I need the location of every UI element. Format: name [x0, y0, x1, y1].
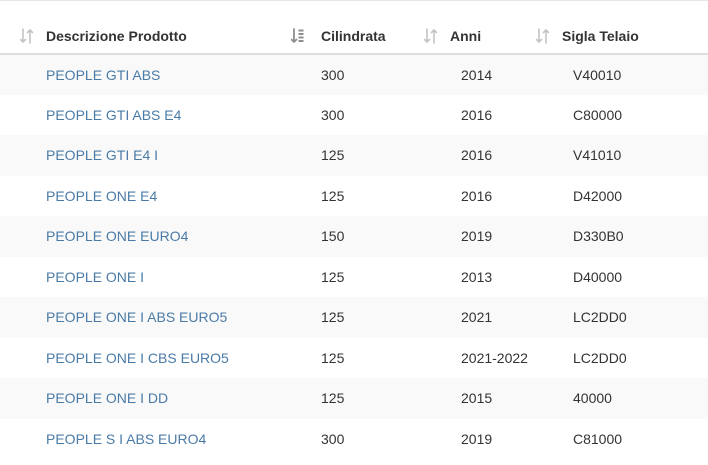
cell-frame-code: C80000: [573, 106, 623, 123]
cell-displacement: 125: [321, 309, 345, 326]
cell-displacement: 300: [321, 106, 345, 123]
top-divider: [0, 0, 708, 3]
cell-years: 2016: [461, 187, 493, 204]
cell-frame-code: V40010: [573, 66, 622, 83]
cell-frame-code: D42000: [573, 187, 623, 204]
cell-description: PEOPLE ONE EURO4: [0, 216, 305, 257]
table-header: Descrizione Prodotto Cilindrata: [0, 18, 708, 55]
column-header-displacement[interactable]: Cilindrata: [291, 18, 450, 55]
cell-displacement: 125: [321, 147, 345, 164]
column-label-frame-code: Sigla Telaio: [562, 27, 639, 44]
product-link[interactable]: PEOPLE ONE I ABS EURO5: [46, 309, 228, 326]
cell-description: PEOPLE GTI E4 I: [0, 135, 305, 176]
cell-years: 2013: [461, 268, 493, 285]
cell-years: 2019: [461, 430, 493, 447]
cell-frame-code: C81000: [573, 430, 623, 447]
sort-numeric-desc-icon[interactable]: [291, 27, 305, 44]
table-row: PEOPLE ONE I 125 2013 D40000: [0, 256, 708, 298]
column-label-description: Descrizione Prodotto: [46, 27, 187, 44]
cell-frame-code: LC2DD0: [573, 349, 627, 366]
cell-displacement: 300: [321, 430, 345, 447]
column-label-years: Anni: [450, 27, 482, 44]
product-link[interactable]: PEOPLE ONE EURO4: [46, 228, 189, 245]
column-header-years[interactable]: Anni: [424, 18, 562, 55]
table-row: PEOPLE S I ABS EURO4 300 2019 C81000: [0, 418, 708, 460]
cell-years: 2015: [461, 390, 493, 407]
product-link[interactable]: PEOPLE S I ABS EURO4: [46, 430, 207, 447]
table-row: PEOPLE ONE EURO4 150 2019 D330B0: [0, 216, 708, 257]
product-link[interactable]: PEOPLE ONE I: [46, 268, 145, 285]
product-link[interactable]: PEOPLE ONE I DD: [46, 390, 169, 407]
sort-arrows-icon[interactable]: [20, 27, 34, 44]
table-row: PEOPLE GTI ABS E4 300 2016 C80000: [0, 94, 708, 136]
sort-arrows-icon[interactable]: [424, 27, 438, 44]
table-row: PEOPLE ONE E4 125 2016 D42000: [0, 175, 708, 217]
cell-description: PEOPLE ONE I CBS EURO5: [0, 338, 305, 379]
cell-frame-code: D40000: [573, 268, 623, 285]
cell-displacement: 125: [321, 187, 345, 204]
sort-arrows-icon[interactable]: [536, 27, 550, 44]
cell-displacement: 125: [321, 349, 345, 366]
product-table: Descrizione Prodotto Cilindrata: [0, 18, 708, 459]
product-link[interactable]: PEOPLE ONE E4: [46, 187, 158, 204]
product-link[interactable]: PEOPLE ONE I CBS EURO5: [46, 349, 229, 366]
cell-description: PEOPLE GTI ABS E4: [0, 95, 305, 136]
column-header-description[interactable]: Descrizione Prodotto: [0, 18, 305, 55]
header-row: Descrizione Prodotto Cilindrata: [0, 18, 708, 55]
cell-frame-code: LC2DD0: [573, 309, 627, 326]
cell-description: PEOPLE ONE E4: [0, 176, 305, 217]
product-link[interactable]: PEOPLE GTI ABS E4: [46, 106, 182, 123]
table-body: PEOPLE GTI ABS 300 2014 V40010 PEOPLE GT…: [0, 54, 708, 459]
cell-years: 2019: [461, 228, 493, 245]
cell-frame-code: V41010: [573, 147, 622, 164]
cell-years: 2016: [461, 147, 493, 164]
cell-description: PEOPLE ONE I DD: [0, 378, 305, 419]
table-row: PEOPLE GTI ABS 300 2014 V40010: [0, 54, 708, 95]
cell-years: 2014: [461, 66, 493, 83]
cell-displacement: 300: [321, 66, 345, 83]
cell-description: PEOPLE GTI ABS: [0, 54, 305, 95]
cell-years: 2021: [461, 309, 493, 326]
product-link[interactable]: PEOPLE GTI ABS: [46, 66, 161, 83]
cell-description: PEOPLE S I ABS EURO4: [0, 419, 305, 460]
cell-years: 2016: [461, 106, 493, 123]
column-header-frame-code[interactable]: Sigla Telaio: [536, 18, 708, 55]
column-label-displacement: Cilindrata: [321, 27, 386, 44]
cell-description: PEOPLE ONE I ABS EURO5: [0, 297, 305, 338]
table-row: PEOPLE ONE I DD 125 2015 40000: [0, 378, 708, 419]
table-row: PEOPLE ONE I ABS EURO5 125 2021 LC2DD0: [0, 297, 708, 338]
cell-frame-code: D330B0: [573, 228, 624, 245]
cell-years: 2021-2022: [461, 349, 528, 366]
cell-displacement: 125: [321, 268, 345, 285]
cell-description: PEOPLE ONE I: [0, 257, 305, 298]
cell-displacement: 150: [321, 228, 345, 245]
table-row: PEOPLE GTI E4 I 125 2016 V41010: [0, 135, 708, 176]
cell-displacement: 125: [321, 390, 345, 407]
table-row: PEOPLE ONE I CBS EURO5 125 2021-2022 LC2…: [0, 337, 708, 379]
cell-frame-code: 40000: [573, 390, 612, 407]
product-link[interactable]: PEOPLE GTI E4 I: [46, 147, 159, 164]
